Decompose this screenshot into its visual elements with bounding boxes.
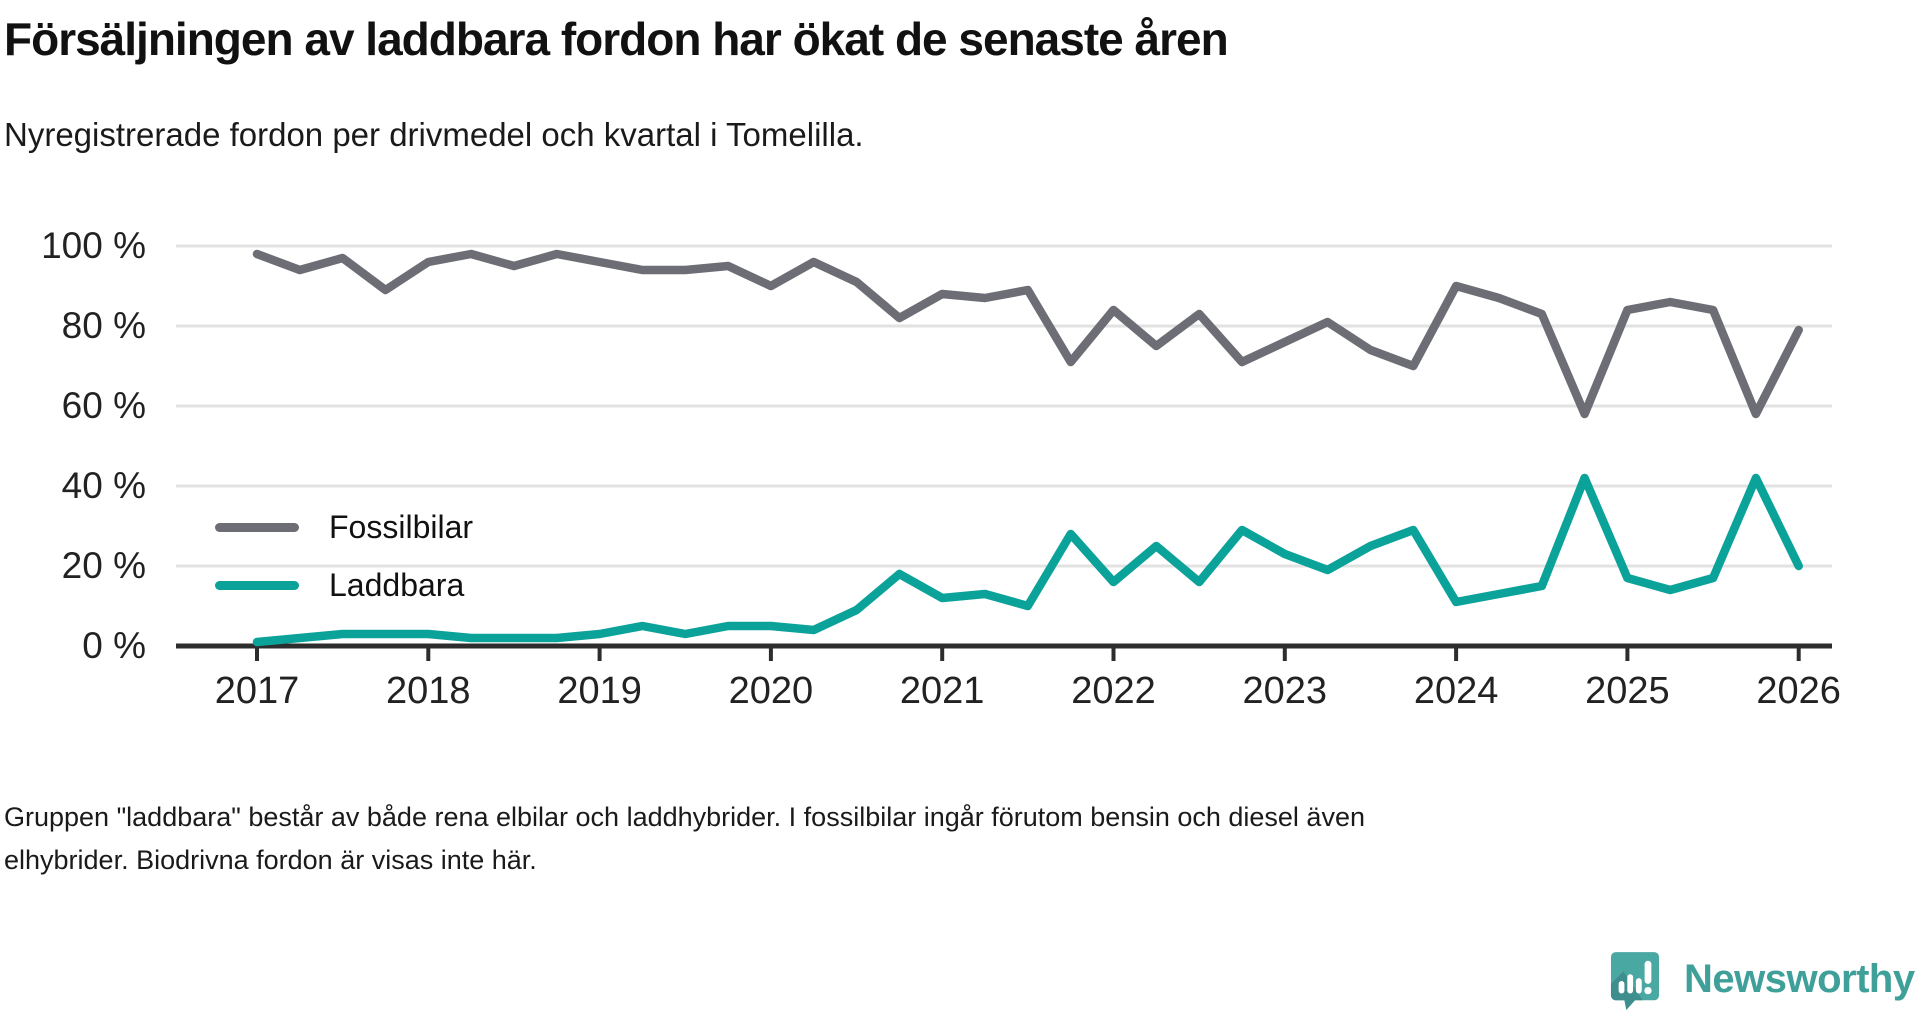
y-axis-label: 60 % [61,385,146,426]
x-axis-label: 2022 [1071,670,1156,712]
y-axis-label: 0 % [82,625,146,666]
legend-item-laddbara: Laddbara [215,566,464,604]
x-axis-label: 2023 [1242,670,1328,712]
legend-label-fossilbilar: Fossilbilar [329,508,474,545]
series-line-laddbara [252,473,1803,647]
series-line-fossilbilar [252,249,1803,419]
chart-title: Försäljningen av laddbara fordon har öka… [4,13,1229,65]
legend-item-fossilbilar: Fossilbilar [215,508,473,546]
x-axis-label: 2020 [728,670,814,712]
y-axis-label: 80 % [61,305,146,346]
fossilbilar-line-swatch [215,522,299,532]
chart-subtitle: Nyregistrerade fordon per drivmedel och … [4,116,864,153]
x-axis-label: 2017 [214,670,300,712]
x-axis-label: 2018 [386,670,471,712]
footnote: Gruppen "laddbara" består av både rena e… [4,796,1365,882]
x-axis-label: 2025 [1585,670,1670,712]
x-axis-label: 2026 [1756,670,1841,712]
y-axis-label: 100 % [41,225,146,266]
x-axis-label: 2021 [899,670,985,712]
brand-wordmark: Newsworthy [1684,957,1915,1001]
brand-logo: Newsworthy [1610,951,1915,1010]
x-axis-label: 2019 [557,670,642,712]
y-axis-label: 20 % [61,545,146,586]
footnote-line-1: Gruppen "laddbara" består av både rena e… [4,802,1365,832]
footnote-line-2: elhybrider. Biodrivna fordon är visas in… [4,845,537,875]
laddbara-line-swatch [215,580,299,590]
x-axis-label: 2024 [1413,670,1499,712]
chart-plot-area [176,244,1832,661]
y-axis-label: 40 % [61,465,146,506]
legend-label-laddbara: Laddbara [329,566,465,603]
newsworthy-icon [1610,952,1660,1010]
